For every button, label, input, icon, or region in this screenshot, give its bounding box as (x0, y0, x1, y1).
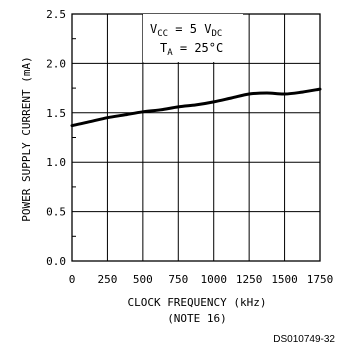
vcc-annotation: VCC = 5 VDC (150, 22, 222, 39)
x-axis-label: CLOCK FREQUENCY (kHz) (127, 296, 266, 309)
series-line (70, 87, 322, 128)
annotation-background (143, 14, 243, 62)
y-tick-label-4: 2.0 (46, 57, 66, 70)
y-axis-label: POWER SUPPLY CURRENT (mA) (20, 56, 33, 222)
minor-ticks (72, 38, 76, 237)
ta-annotation: TA = 25°C (160, 41, 223, 58)
y-tick-labels: 0.0 0.5 1.0 1.5 2.0 2.5 (46, 8, 66, 268)
x-tick-label-5: 1250 (236, 273, 263, 286)
x-tick-label-1: 250 (97, 273, 117, 286)
x-tick-labels: 0 250 500 750 1000 1250 1500 1750 (69, 273, 334, 286)
x-tick-label-6: 1500 (271, 273, 298, 286)
y-tick-label-2: 1.0 (46, 156, 66, 169)
x-tick-label-2: 500 (133, 273, 153, 286)
y-tick-label-1: 0.5 (46, 206, 66, 219)
x-tick-label-4: 1000 (200, 273, 227, 286)
x-tick-label-7: 1750 (307, 273, 334, 286)
y-tick-label-0: 0.0 (46, 255, 66, 268)
figure-id: DS010749-32 (273, 334, 335, 345)
x-axis-note: (NOTE 16) (167, 312, 227, 325)
x-tick-label-0: 0 (69, 273, 76, 286)
y-tick-label-5: 2.5 (46, 8, 66, 21)
y-tick-label-3: 1.5 (46, 107, 66, 120)
x-tick-label-3: 750 (168, 273, 188, 286)
conditions-annotation: VCC = 5 VDC TA = 25°C (143, 14, 243, 62)
